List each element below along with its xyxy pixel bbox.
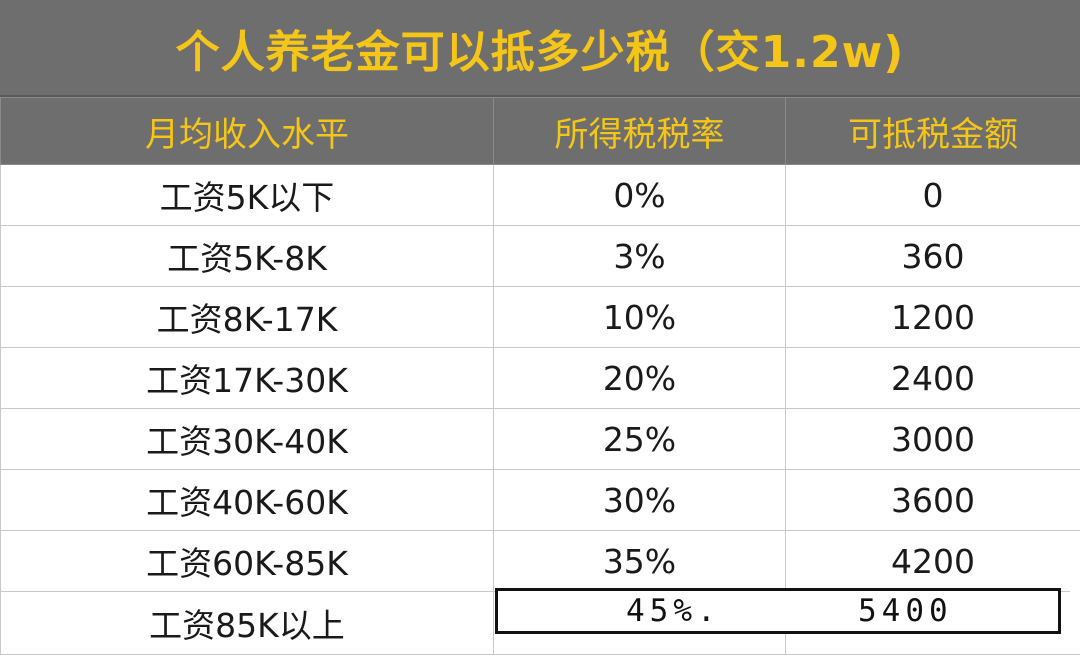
table-row: 工资30K-40K 25% 3000: [1, 409, 1080, 470]
selected-cell-box[interactable]: 45%. 5400: [495, 588, 1061, 634]
cell-rate: 30%: [494, 470, 786, 531]
tax-table: 月均收入水平 所得税税率 可抵税金额 工资5K以下 0% 0 工资5K-8K 3…: [0, 97, 1080, 655]
cell-amount: 0: [786, 165, 1080, 226]
cell-amount: 5400: [858, 593, 953, 629]
header-tax-rate: 所得税税率: [494, 98, 786, 165]
cell-rate: 0%: [494, 165, 786, 226]
table-row: 工资40K-60K 30% 3600: [1, 470, 1080, 531]
cell-income: 工资60K-85K: [1, 531, 494, 592]
cell-amount: 3000: [786, 409, 1080, 470]
table-row: 工资17K-30K 20% 2400: [1, 348, 1080, 409]
cell-amount: 4200: [786, 531, 1080, 592]
cell-rate: 20%: [494, 348, 786, 409]
table-row: 工资60K-85K 35% 4200: [1, 531, 1080, 592]
header-deduction: 可抵税金额: [786, 98, 1080, 165]
table-row: 工资5K以下 0% 0: [1, 165, 1080, 226]
edge-mask: [1070, 588, 1080, 643]
header-income: 月均收入水平: [1, 98, 494, 165]
cell-amount: 3600: [786, 470, 1080, 531]
cell-income: 工资40K-60K: [1, 470, 494, 531]
table-row: 工资8K-17K 10% 1200: [1, 287, 1080, 348]
cell-income: 工资17K-30K: [1, 348, 494, 409]
cell-amount: 360: [786, 226, 1080, 287]
cell-income: 工资5K-8K: [1, 226, 494, 287]
cell-rate: 45%.: [626, 593, 721, 629]
cell-income: 工资30K-40K: [1, 409, 494, 470]
table-row: 工资5K-8K 3% 360: [1, 226, 1080, 287]
cell-rate: 25%: [494, 409, 786, 470]
cell-amount: 1200: [786, 287, 1080, 348]
cell-income: 工资8K-17K: [1, 287, 494, 348]
cell-income: 工资85K以上: [1, 592, 494, 655]
cell-rate: 35%: [494, 531, 786, 592]
cell-amount: 2400: [786, 348, 1080, 409]
cell-rate: 10%: [494, 287, 786, 348]
cell-income: 工资5K以下: [1, 165, 494, 226]
table-title: 个人养老金可以抵多少税（交1.2w): [0, 0, 1080, 97]
header-row: 月均收入水平 所得税税率 可抵税金额: [1, 98, 1080, 165]
cell-rate: 3%: [494, 226, 786, 287]
